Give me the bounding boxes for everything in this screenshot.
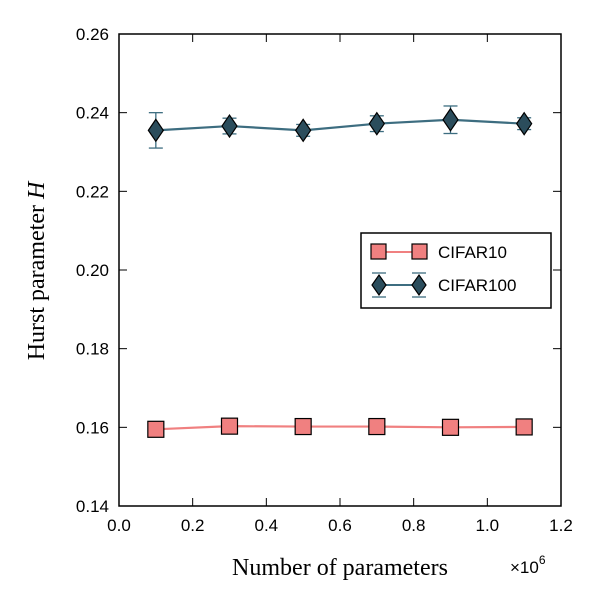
legend-label-cifar100: CIFAR100 [438, 276, 516, 295]
x-tick-label: 0.4 [255, 516, 279, 535]
data-point-cifar100 [442, 107, 459, 132]
data-point-cifar10 [368, 417, 386, 436]
data-point-cifar10 [515, 418, 533, 436]
data-point-cifar10 [220, 417, 239, 435]
legend-entry-cifar100: CIFAR100 [371, 272, 516, 298]
y-tick-label: 0.20 [76, 261, 109, 280]
legend-entry-cifar10: CIFAR10 [370, 243, 507, 262]
x-tick-label: 0.0 [107, 516, 131, 535]
y-tick-label: 0.14 [76, 497, 109, 516]
data-point-cifar100 [221, 113, 238, 139]
x-tick-label: 0.8 [402, 516, 426, 535]
legend-marker-cifar10-end [411, 243, 428, 260]
series-cifar100 [147, 105, 533, 149]
data-point-cifar100 [368, 111, 386, 136]
legend-marker-cifar100 [371, 273, 387, 297]
x-tick-label: 1.0 [476, 516, 500, 535]
y-tick-label: 0.18 [76, 340, 109, 359]
plot-area-frame [118, 33, 562, 507]
x-tick-label: 1.2 [549, 516, 573, 535]
series-line-cifar100 [155, 118, 525, 132]
y-tick-label: 0.22 [76, 182, 109, 201]
data-point-cifar10 [147, 420, 165, 438]
y-axis-label: Hurst parameter H [24, 180, 50, 360]
y-tick-label: 0.26 [76, 25, 109, 44]
series-line-cifar10 [155, 425, 525, 431]
x-tick-label: 0.2 [181, 516, 205, 535]
x-axis-label: Number of parameters [232, 555, 448, 581]
data-point-cifar10 [441, 418, 460, 436]
series-layer [147, 105, 533, 438]
y-axis-label-symbol: H [24, 180, 50, 200]
x-axis-multiplier-exponent: 6 [539, 553, 546, 567]
x-axis-multiplier: ×106 [510, 553, 546, 577]
y-tick-label: 0.24 [76, 104, 109, 123]
data-point-cifar10 [294, 417, 312, 436]
legend: CIFAR10 CIFAR100 [360, 232, 552, 309]
legend-marker-cifar10 [370, 243, 387, 260]
data-point-cifar100 [515, 111, 533, 136]
data-point-cifar100 [147, 118, 165, 143]
x-axis-ticks: 0.0 0.2 0.4 0.6 0.8 1.0 1.2 [107, 34, 573, 535]
series-cifar10 [147, 417, 533, 438]
legend-label-cifar10: CIFAR10 [438, 243, 507, 262]
legend-marker-cifar100-end [411, 273, 427, 297]
data-point-cifar100 [294, 118, 312, 143]
y-tick-label: 0.16 [76, 418, 109, 437]
y-axis-label-text: Hurst parameter [24, 205, 50, 360]
x-tick-label: 0.6 [328, 516, 352, 535]
x-axis-multiplier-base: ×10 [510, 558, 539, 577]
legend-box [360, 232, 552, 309]
